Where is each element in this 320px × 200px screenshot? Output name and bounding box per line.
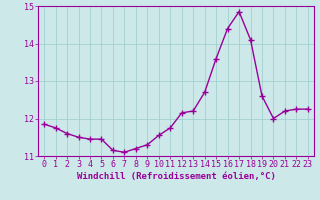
X-axis label: Windchill (Refroidissement éolien,°C): Windchill (Refroidissement éolien,°C) — [76, 172, 276, 181]
